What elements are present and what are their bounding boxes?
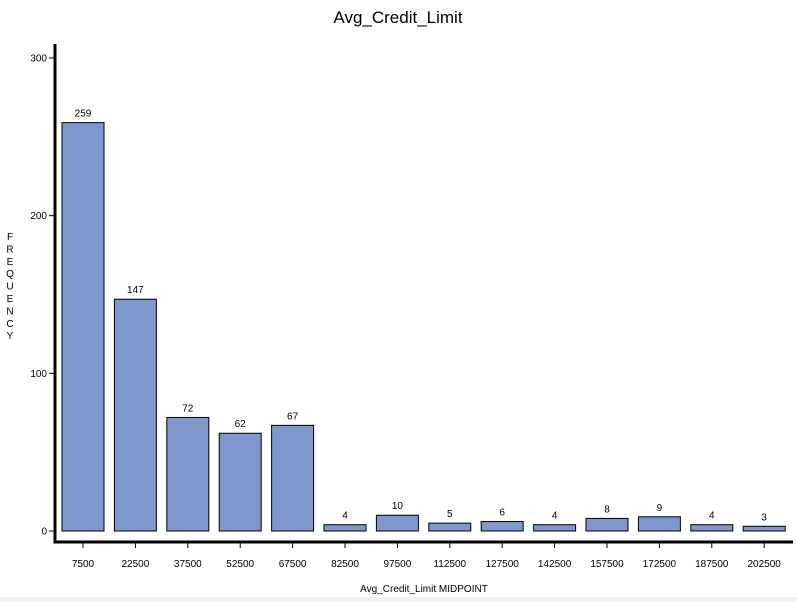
data-label: 3 [761, 512, 767, 523]
data-label: 9 [657, 503, 663, 514]
bar [690, 524, 734, 532]
x-tick-label: 52500 [226, 559, 254, 570]
data-label: 62 [235, 419, 247, 430]
bar [533, 524, 577, 532]
x-tick-label: 82500 [331, 559, 359, 570]
bar [323, 524, 367, 532]
bottom-strip [0, 597, 797, 602]
x-tick-label: 127500 [486, 559, 520, 570]
x-tick-label: 142500 [538, 559, 572, 570]
bar [113, 298, 157, 532]
bar [375, 514, 419, 532]
x-tick-label: 97500 [383, 559, 411, 570]
data-label: 67 [287, 411, 299, 422]
chart-title: Avg_Credit_Limit [333, 8, 462, 27]
data-label: 4 [709, 511, 715, 522]
x-tick-label: 37500 [174, 559, 202, 570]
x-tick-label: 67500 [279, 559, 307, 570]
x-tick-label: 187500 [695, 559, 729, 570]
y-tick-label: 100 [30, 369, 47, 380]
x-tick-label: 7500 [72, 559, 95, 570]
bar [271, 424, 315, 532]
bar [428, 522, 472, 532]
data-label: 4 [342, 511, 348, 522]
bar [637, 516, 681, 532]
bar [218, 432, 262, 532]
data-label: 72 [182, 403, 194, 414]
data-label: 4 [552, 511, 558, 522]
bar [742, 525, 786, 532]
data-label: 10 [392, 501, 404, 512]
data-label: 147 [127, 285, 144, 296]
bar [585, 517, 629, 532]
bar [480, 521, 524, 532]
x-tick-label: 172500 [643, 559, 677, 570]
data-label: 8 [604, 504, 610, 515]
data-label: 259 [75, 109, 92, 120]
data-label: 6 [499, 508, 505, 519]
x-tick-label: 157500 [590, 559, 624, 570]
plot-area: 0 100 200 300 259 7500 147 22500 72 37500 62 52500 6… [30, 44, 793, 570]
y-tick-label: 300 [30, 54, 47, 65]
bar [166, 416, 210, 532]
data-label: 5 [447, 509, 453, 520]
x-tick-label: 202500 [748, 559, 782, 570]
y-tick-label: 0 [41, 527, 47, 538]
x-tick-label: 22500 [121, 559, 149, 570]
y-tick-label: 200 [30, 211, 47, 222]
x-tick-label: 112500 [433, 559, 466, 570]
x-axis-label: Avg_Credit_Limit MIDPOINT [360, 584, 488, 595]
bar [61, 122, 105, 532]
